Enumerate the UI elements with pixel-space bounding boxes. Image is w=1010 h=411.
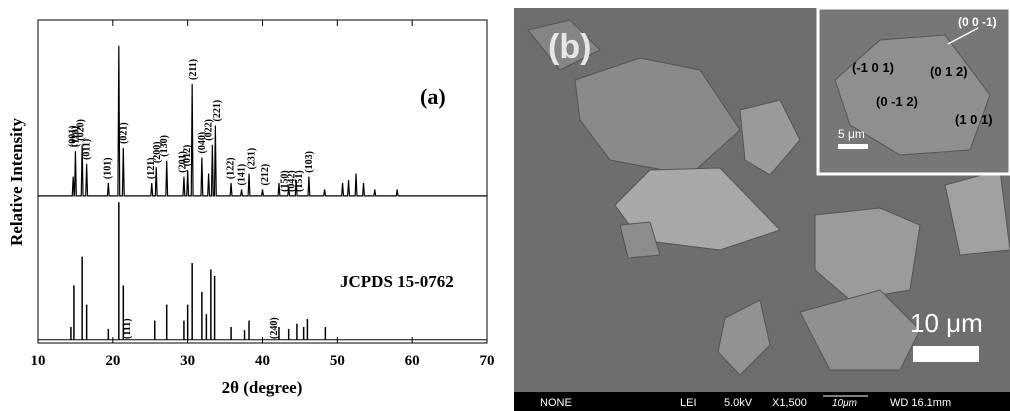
peak-label: (122) bbox=[225, 157, 236, 179]
footer-text: 5.0kV bbox=[724, 397, 753, 409]
facet-label: (0 1 2) bbox=[930, 64, 968, 79]
x-tick-label: 20 bbox=[105, 353, 120, 369]
peak-label: (103) bbox=[304, 151, 315, 173]
footer-text: LEI bbox=[680, 397, 697, 409]
figure: (a) JCPDS 15-0762 2θ (degree) Relative I… bbox=[0, 0, 1010, 411]
inset-scale-label: 5 μm bbox=[838, 127, 865, 141]
peak-label: (130) bbox=[159, 135, 170, 157]
peak-label: (101) bbox=[103, 157, 114, 179]
footer-text: WD 16.1mm bbox=[890, 397, 951, 409]
x-tick-label: 10 bbox=[31, 353, 46, 369]
peak-label: (231) bbox=[246, 148, 257, 170]
scale-bar bbox=[913, 346, 979, 362]
sem-panel: (b) 10 μm NONE LEI 5.0kV X1,500 10μm WD … bbox=[514, 8, 1010, 411]
footer-text: X1,500 bbox=[772, 397, 807, 409]
peak-label: (212) bbox=[260, 164, 271, 186]
peak-label: (211) bbox=[188, 59, 199, 80]
facet-label: (0 -1 2) bbox=[876, 94, 918, 109]
x-axis-label: 2θ (degree) bbox=[222, 378, 303, 397]
panel-label: (a) bbox=[420, 84, 446, 109]
x-tick-label: 70 bbox=[480, 353, 495, 369]
facet-label: (-1 0 1) bbox=[852, 60, 894, 75]
peak-label: (012) bbox=[182, 145, 193, 167]
panel-label: (b) bbox=[548, 28, 591, 66]
footer-text: NONE bbox=[540, 397, 572, 409]
peak-label: (021) bbox=[118, 122, 129, 144]
y-axis-label: Relative Intensity bbox=[7, 118, 26, 246]
peak-label: (221) bbox=[212, 100, 223, 122]
peak-label: (020) bbox=[76, 119, 87, 141]
inset-scale-bar bbox=[838, 144, 868, 149]
reference-label: JCPDS 15-0762 bbox=[340, 272, 454, 291]
facet-label: (0 0 -1) bbox=[958, 15, 997, 29]
scale-label: 10 μm bbox=[910, 308, 983, 338]
x-tick-label: 60 bbox=[405, 353, 420, 369]
facet-label: (1 0 1) bbox=[955, 112, 993, 127]
page: {"chart_data": {"type": "line", "panel_l… bbox=[0, 0, 1010, 411]
x-tick-label: 50 bbox=[330, 353, 345, 369]
x-tick-label: 40 bbox=[255, 353, 270, 369]
footer-text: 10μm bbox=[832, 398, 857, 409]
peak-label: (240) bbox=[269, 317, 280, 339]
peak-label: (011) bbox=[82, 139, 93, 160]
x-tick-label: 30 bbox=[180, 353, 195, 369]
